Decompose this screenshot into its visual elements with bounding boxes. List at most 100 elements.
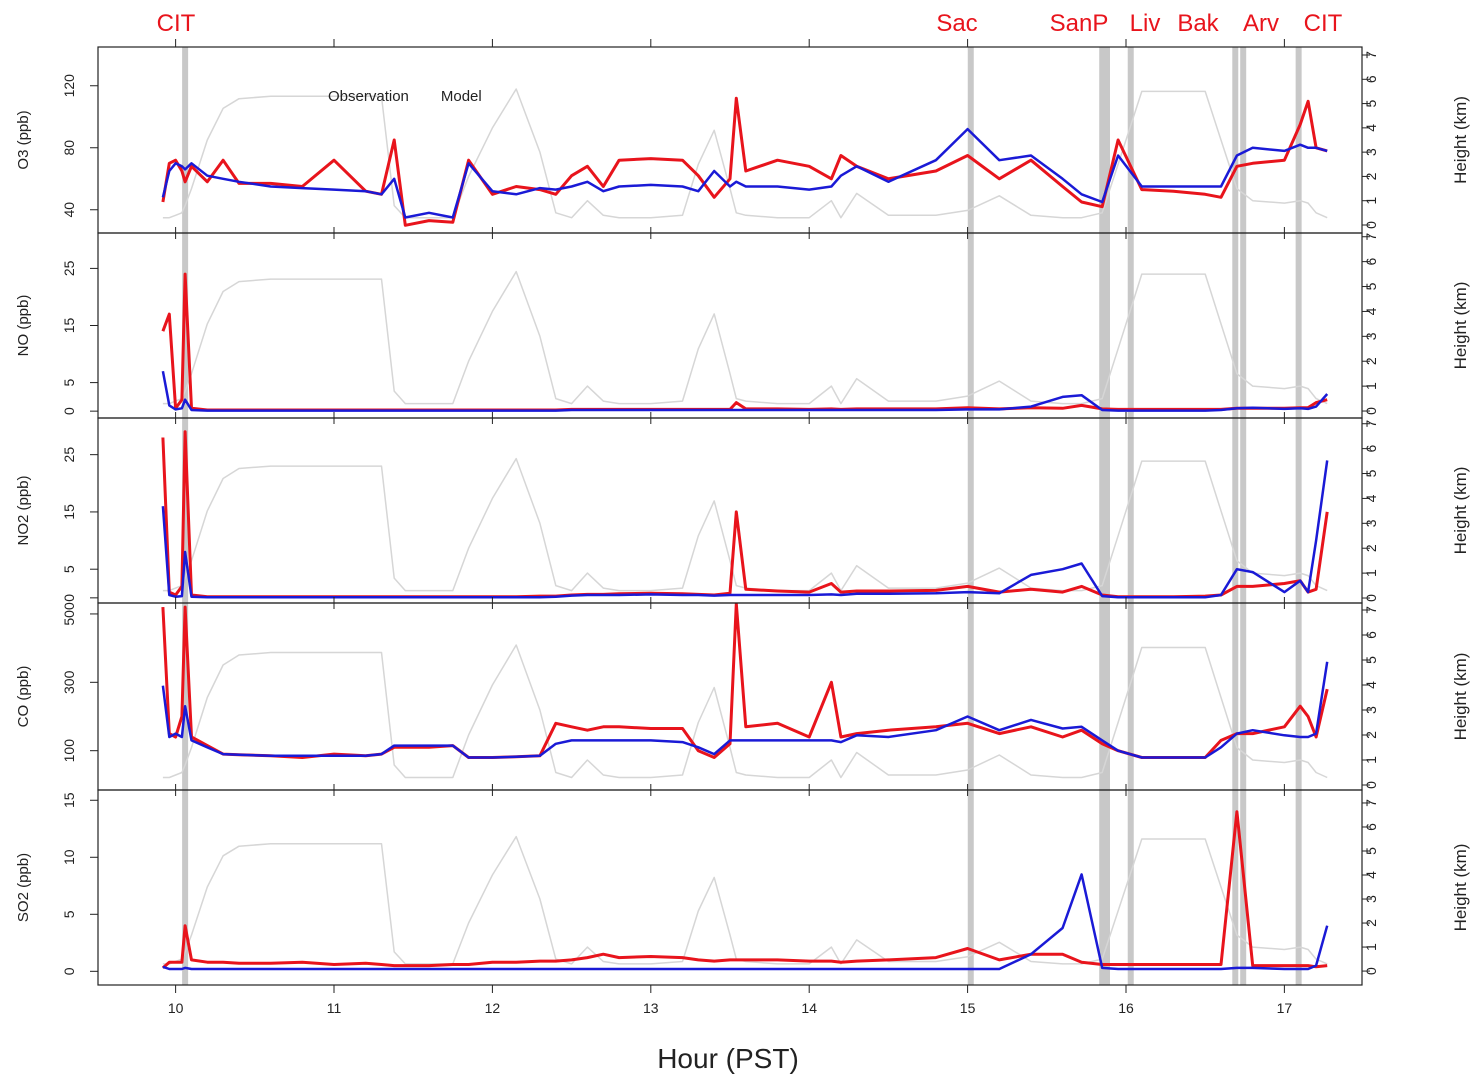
height-line <box>162 457 1328 592</box>
series-line <box>161 810 1328 970</box>
y-tick-label: 500 <box>61 602 77 626</box>
y2-axis-label: Height (km) <box>1451 282 1470 370</box>
panel-frame <box>97 46 1363 234</box>
panel-frame <box>97 602 1363 791</box>
site-label: Liv <box>1130 10 1161 37</box>
y2-tick-label: 2 <box>1363 172 1379 180</box>
y2-tick-label: 5 <box>1363 99 1379 107</box>
y-axis-label: CO (ppb) <box>15 666 32 728</box>
x-tick-label: 17 <box>1277 1000 1293 1016</box>
panel-frame <box>97 789 1363 986</box>
series-line <box>162 873 1329 971</box>
legend-label: Model <box>441 88 482 105</box>
site-band <box>967 47 974 985</box>
series-line <box>161 127 1328 219</box>
series-line <box>161 430 1329 599</box>
y2-tick-label: 0 <box>1363 407 1379 415</box>
y-tick-label: 5 <box>61 910 77 918</box>
y2-tick-label: 2 <box>1363 919 1379 927</box>
site-label: CIT <box>1304 10 1343 37</box>
y-tick-label: 0 <box>61 594 77 602</box>
y-tick-label: 0 <box>61 967 77 975</box>
height-line <box>162 88 1328 219</box>
y2-tick-label: 6 <box>1363 445 1379 453</box>
y2-tick-label: 5 <box>1363 469 1379 477</box>
y2-tick-label: 3 <box>1363 895 1379 903</box>
series-line <box>161 460 1329 599</box>
y-tick-label: 80 <box>61 140 77 156</box>
x-tick-label: 13 <box>643 1000 659 1016</box>
site-label: SanP <box>1050 10 1109 37</box>
y-tick-label: 120 <box>61 74 77 98</box>
y2-tick-label: 2 <box>1363 357 1379 365</box>
y2-tick-label: 7 <box>1363 420 1379 428</box>
y-tick-label: 15 <box>61 504 77 520</box>
x-tick-label: 12 <box>485 1000 501 1016</box>
height-line <box>162 835 1328 965</box>
y2-tick-label: 3 <box>1363 706 1379 714</box>
y2-tick-label: 2 <box>1363 544 1379 552</box>
y2-tick-label: 5 <box>1363 656 1379 664</box>
y2-tick-label: 5 <box>1363 847 1379 855</box>
x-tick-label: 15 <box>960 1000 976 1016</box>
x-axis-label: Hour (PST) <box>657 1043 799 1074</box>
site-band <box>1103 47 1110 985</box>
site-bands <box>182 47 1302 985</box>
site-label: Bak <box>1177 10 1219 37</box>
height-line <box>162 270 1328 405</box>
y2-tick-label: 3 <box>1363 148 1379 156</box>
x-tick-label: 10 <box>168 1000 184 1016</box>
y-tick-label: 15 <box>61 792 77 808</box>
y2-tick-label: 7 <box>1363 606 1379 614</box>
y2-tick-label: 3 <box>1363 332 1379 340</box>
y-axis-label: O3 (ppb) <box>15 110 32 169</box>
y2-tick-label: 0 <box>1363 781 1379 789</box>
x-tick-label: 16 <box>1118 1000 1134 1016</box>
y2-tick-label: 1 <box>1363 382 1379 390</box>
y-axis-label: SO2 (ppb) <box>15 853 32 922</box>
y2-tick-label: 7 <box>1363 51 1379 59</box>
y2-tick-label: 4 <box>1363 307 1379 315</box>
site-band <box>1232 47 1239 985</box>
y2-tick-label: 6 <box>1363 631 1379 639</box>
y-tick-label: 300 <box>61 670 77 694</box>
site-band <box>182 47 189 985</box>
y-tick-label: 100 <box>61 739 77 763</box>
series-line <box>161 272 1328 412</box>
series-line <box>161 96 1328 227</box>
series-line <box>161 370 1329 412</box>
y2-tick-label: 4 <box>1363 681 1379 689</box>
y2-tick-label: 0 <box>1363 967 1379 975</box>
y-axis-label: NO2 (ppb) <box>15 475 32 545</box>
data-layer <box>161 88 1329 971</box>
panel-frame <box>97 232 1363 419</box>
site-label: Arv <box>1243 10 1279 37</box>
site-band <box>1240 47 1247 985</box>
y2-tick-label: 3 <box>1363 519 1379 527</box>
x-tick-label: 11 <box>327 1000 342 1016</box>
y2-tick-label: 4 <box>1363 871 1379 879</box>
y2-tick-label: 0 <box>1363 221 1379 229</box>
y2-tick-label: 6 <box>1363 75 1379 83</box>
y2-tick-label: 0 <box>1363 594 1379 602</box>
y2-tick-label: 5 <box>1363 282 1379 290</box>
site-band <box>1127 47 1134 985</box>
y2-tick-label: 1 <box>1363 197 1379 205</box>
y2-axis-label: Height (km) <box>1451 653 1470 741</box>
y2-tick-label: 1 <box>1363 569 1379 577</box>
legend-label: Observation <box>328 88 409 105</box>
y2-tick-label: 6 <box>1363 258 1379 266</box>
y-tick-label: 10 <box>61 849 77 865</box>
y-tick-label: 0 <box>61 407 77 415</box>
y2-tick-label: 4 <box>1363 494 1379 502</box>
y-tick-label: 5 <box>61 378 77 386</box>
x-tick-label: 14 <box>801 1000 817 1016</box>
y-tick-label: 40 <box>61 202 77 218</box>
site-band <box>1099 47 1106 985</box>
y-tick-label: 25 <box>61 260 77 276</box>
site-band <box>1295 47 1302 985</box>
series-line <box>161 603 1329 759</box>
y2-axis-label: Height (km) <box>1451 96 1470 184</box>
y2-tick-label: 6 <box>1363 823 1379 831</box>
